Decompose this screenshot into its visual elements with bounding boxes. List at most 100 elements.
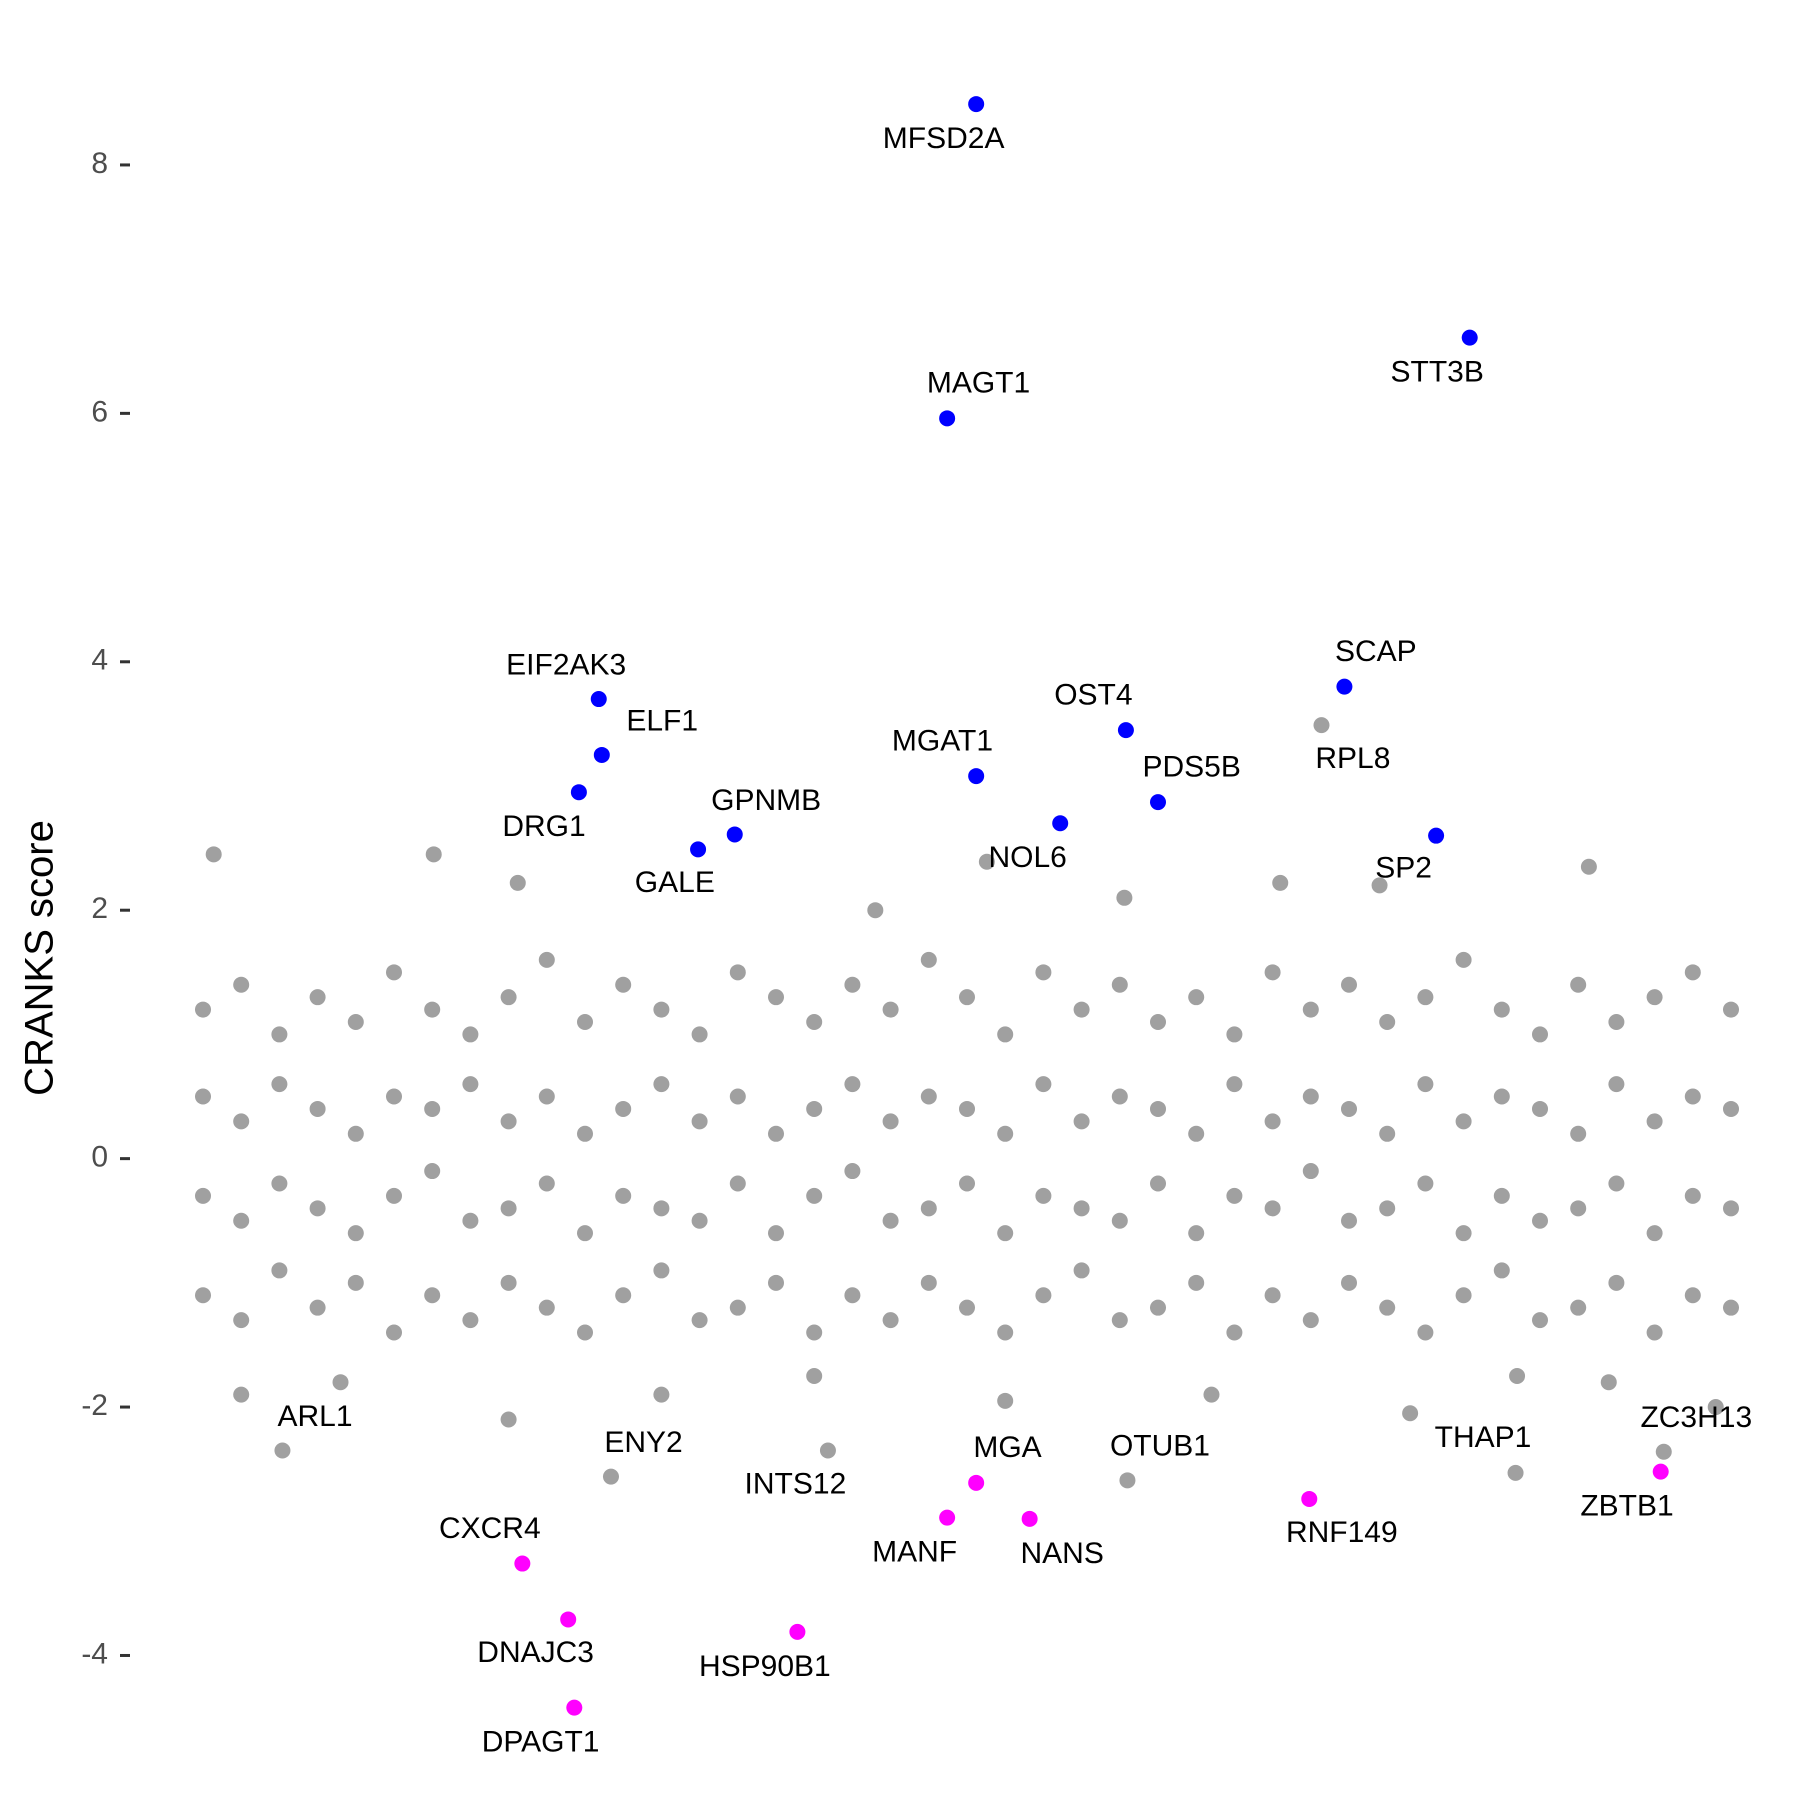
point (195, 1187, 211, 1204)
point (1723, 1299, 1739, 1316)
point (1493, 1187, 1510, 1204)
point (1073, 1200, 1090, 1217)
point (509, 874, 526, 891)
point (978, 853, 995, 870)
point (195, 1001, 211, 1018)
point (1723, 1001, 1739, 1018)
point (1379, 1125, 1396, 1142)
point (1417, 1076, 1434, 1093)
point (920, 1200, 937, 1217)
point (806, 1368, 823, 1384)
point (997, 1026, 1014, 1043)
point (844, 1287, 861, 1304)
point-label: ZC3H13 (1640, 1401, 1752, 1434)
point (1684, 1287, 1701, 1304)
point (566, 1699, 583, 1716)
point (691, 1026, 708, 1043)
point (1203, 1386, 1220, 1403)
point (347, 1225, 364, 1242)
point (538, 951, 555, 968)
point (1341, 1212, 1357, 1229)
point (768, 1125, 784, 1142)
point (1608, 1014, 1625, 1030)
point (1493, 1262, 1510, 1279)
point (1455, 1113, 1472, 1130)
point (997, 1392, 1014, 1409)
point (789, 1623, 806, 1640)
point (997, 1225, 1014, 1242)
point (500, 1200, 517, 1217)
point (844, 1163, 861, 1180)
point (1417, 989, 1434, 1006)
point (691, 1113, 708, 1130)
point-label: HSP90B1 (699, 1650, 831, 1683)
point (1188, 1125, 1205, 1142)
point (347, 1274, 364, 1291)
point (1111, 1312, 1128, 1329)
point (729, 1175, 746, 1192)
point (920, 1274, 937, 1291)
point (1035, 1187, 1052, 1204)
point (920, 951, 937, 968)
point (690, 841, 707, 858)
y-axis-title: CRANKS score (18, 820, 62, 1096)
point-label: MANF (872, 1536, 957, 1569)
point (462, 1026, 479, 1043)
point (1379, 1200, 1396, 1217)
point (577, 1125, 593, 1142)
point-label: NANS (1021, 1537, 1104, 1570)
point (386, 964, 402, 981)
point (1035, 1287, 1052, 1304)
point (691, 1212, 708, 1229)
point (577, 1324, 593, 1341)
point (205, 846, 222, 863)
point (1570, 976, 1587, 993)
point (1684, 1088, 1701, 1105)
point (968, 768, 985, 785)
point (1379, 1299, 1396, 1316)
point (1684, 1187, 1701, 1204)
point-label: DNAJC3 (477, 1636, 594, 1669)
point-label: MGA (973, 1431, 1041, 1464)
y-tick-label: -2 (81, 1389, 108, 1422)
point-label: EIF2AK3 (506, 648, 626, 681)
point-label: SP2 (1375, 851, 1432, 884)
point-label: SCAP (1335, 635, 1417, 668)
point (538, 1088, 555, 1105)
point (1302, 1001, 1319, 1018)
point (424, 1001, 441, 1018)
point (462, 1312, 479, 1329)
point-label: RPL8 (1315, 742, 1390, 775)
point (959, 1100, 975, 1117)
point-label: MAGT1 (927, 367, 1030, 400)
point (1461, 329, 1478, 346)
point (233, 1386, 250, 1403)
point (500, 989, 517, 1006)
point (1150, 1299, 1166, 1316)
point (1600, 1374, 1617, 1391)
point-label: NOL6 (988, 841, 1066, 874)
point (1150, 1175, 1166, 1192)
point (1417, 1175, 1434, 1192)
point (1379, 1014, 1396, 1030)
point (882, 1312, 899, 1329)
point (1226, 1187, 1243, 1204)
point (560, 1611, 577, 1628)
point (424, 1287, 441, 1304)
point (844, 1076, 861, 1093)
point (386, 1324, 402, 1341)
point (806, 1324, 823, 1341)
point (233, 1113, 250, 1130)
y-tick-label: 6 (91, 395, 108, 428)
point (615, 976, 632, 993)
point (233, 1212, 250, 1229)
point (347, 1014, 364, 1030)
point (1707, 1399, 1724, 1416)
point (309, 1200, 326, 1217)
point-label: MGAT1 (892, 724, 993, 757)
point (233, 976, 250, 993)
y-tick-label: -4 (81, 1637, 108, 1670)
point (462, 1212, 479, 1229)
point (1021, 1510, 1038, 1527)
